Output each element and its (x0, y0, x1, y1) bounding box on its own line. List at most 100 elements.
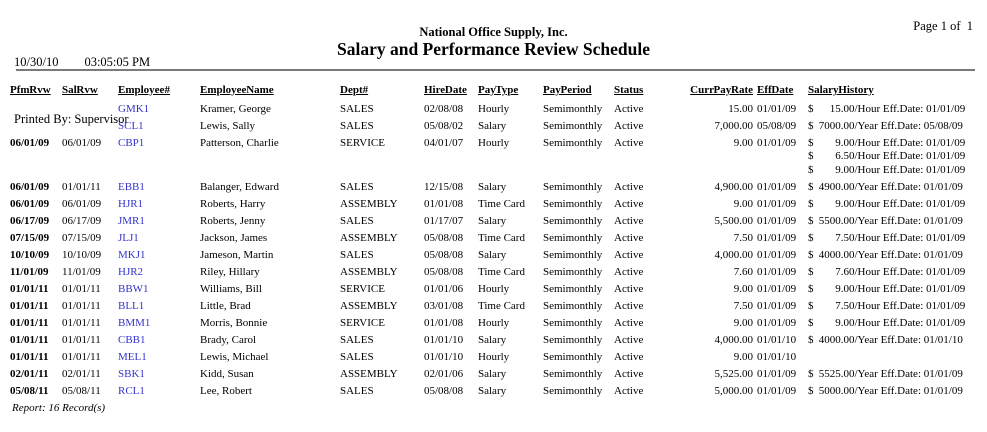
employee-id-link[interactable]: JLJ1 (118, 231, 139, 244)
pfm-review-date: 10/10/09 (10, 248, 50, 261)
hire-date: 01/01/06 (424, 282, 464, 295)
printed-by: Printed By: Supervisor (14, 110, 150, 129)
employee-id-link[interactable]: HJR2 (118, 265, 144, 278)
table-row: 10/10/09 10/10/09 MKJ1 Jameson, Martin S… (10, 249, 986, 263)
salary-history-entry: $5500.00/Year Eff.Date: 01/01/09 (808, 214, 963, 227)
table-row: 01/01/11 01/01/11 BMM1 Morris, Bonnie SE… (10, 317, 986, 331)
salary-review-date: 01/01/11 (62, 180, 101, 193)
employee-id-link[interactable]: CBP1 (118, 136, 145, 149)
employee-id-link[interactable]: JMR1 (118, 214, 145, 227)
header-dept: Dept# (340, 84, 369, 96)
pay-type: Salary (478, 248, 507, 261)
effective-date: 01/01/09 (757, 299, 797, 312)
employee-id-link[interactable]: SCL1 (118, 119, 144, 132)
current-pay-rate: 4,900.00 (714, 180, 754, 193)
pfm-review-date: 06/01/09 (10, 197, 50, 210)
employee-id-link[interactable]: HJR1 (118, 197, 144, 210)
pfm-review-date: 07/15/09 (10, 231, 50, 244)
table-row: 06/01/09 06/01/09 CBP1 Patterson, Charli… (10, 137, 986, 178)
department: SALES (340, 350, 374, 363)
salary-review-date: 05/08/11 (62, 384, 101, 397)
current-pay-rate: 5,525.00 (714, 367, 754, 380)
pay-type: Salary (478, 214, 507, 227)
table-row: 01/01/11 01/01/11 BLL1 Little, Brad ASSE… (10, 300, 986, 314)
department: ASSEMBLY (340, 265, 398, 278)
salary-history: $9.00/Hour Eff.Date: 01/01/09 (808, 283, 986, 297)
current-pay-rate: 4,000.00 (714, 333, 754, 346)
effective-date: 01/01/09 (757, 316, 797, 329)
header-hire-date: Hire Date (424, 84, 467, 96)
salary-history-entry: $5525.00/Year Eff.Date: 01/01/09 (808, 367, 963, 380)
employee-id-link[interactable]: CBB1 (118, 333, 146, 346)
employee-id-link[interactable]: RCL1 (118, 384, 145, 397)
hire-date: 04/01/07 (424, 136, 464, 149)
department: ASSEMBLY (340, 197, 398, 210)
hire-date: 05/08/08 (424, 384, 464, 397)
department: SALES (340, 102, 374, 115)
pay-type: Salary (478, 119, 507, 132)
employee-id-link[interactable]: BLL1 (118, 299, 145, 312)
pay-period: Semimonthly (543, 265, 603, 278)
current-pay-rate: 7,000.00 (714, 119, 754, 132)
employee-name: Lewis, Michael (200, 350, 269, 363)
hire-date: 12/15/08 (424, 180, 464, 193)
table-body: GMK1 Kramer, George SALES 02/08/08 Hourl… (10, 103, 986, 399)
pay-period: Semimonthly (543, 384, 603, 397)
header-divider (16, 69, 975, 71)
table-row: 02/01/11 02/01/11 SBK1 Kidd, Susan ASSEM… (10, 368, 986, 382)
header-curr-pay-rate: Curr Pay Rate (690, 84, 753, 96)
hire-date: 01/01/10 (424, 350, 464, 363)
employee-id-link[interactable]: MKJ1 (118, 248, 146, 261)
employee-id-link[interactable]: EBB1 (118, 180, 145, 193)
salary-review-date: 07/15/09 (62, 231, 102, 244)
effective-date: 01/01/10 (757, 350, 797, 363)
header-pay-type: Pay Type (478, 84, 519, 96)
table-row: 06/01/09 01/01/11 EBB1 Balanger, Edward … (10, 181, 986, 195)
salary-history: $5000.00/Year Eff.Date: 01/01/09 (808, 385, 986, 399)
effective-date: 01/01/09 (757, 384, 797, 397)
pay-type: Time Card (478, 231, 525, 244)
employee-id-link[interactable]: GMK1 (118, 102, 150, 115)
header-status: Status (614, 84, 644, 96)
status: Active (614, 367, 644, 380)
pay-period: Semimonthly (543, 333, 603, 346)
hire-date: 05/08/02 (424, 119, 464, 132)
salary-history: $5500.00/Year Eff.Date: 01/01/09 (808, 215, 986, 229)
header-pfm-rvw: Pfm Rvw (10, 84, 51, 96)
salary-review-date: 01/01/11 (62, 333, 101, 346)
review-schedule-table: Pfm Rvw Sal Rvw Employee# Employee Name … (10, 84, 986, 402)
employee-name: Lewis, Sally (200, 119, 255, 132)
salary-history: $4000.00/Year Eff.Date: 01/01/10 (808, 334, 986, 348)
salary-history: $7.50/Hour Eff.Date: 01/01/09 (808, 300, 986, 314)
effective-date: 01/01/09 (757, 265, 797, 278)
pfm-review-date: 01/01/11 (10, 333, 49, 346)
effective-date: 01/01/09 (757, 282, 797, 295)
employee-id-link[interactable]: MEL1 (118, 350, 147, 363)
table-row: 11/01/09 11/01/09 HJR2 Riley, Hillary AS… (10, 266, 986, 280)
salary-history: $5525.00/Year Eff.Date: 01/01/09 (808, 368, 986, 382)
employee-id-link[interactable]: BMM1 (118, 316, 151, 329)
current-pay-rate: 7.50 (733, 299, 753, 312)
salary-review-date: 11/01/09 (62, 265, 101, 278)
table-row: GMK1 Kramer, George SALES 02/08/08 Hourl… (10, 103, 986, 117)
table-row: 01/01/11 01/01/11 MEL1 Lewis, Michael SA… (10, 351, 986, 365)
salary-review-date: 01/01/11 (62, 316, 101, 329)
salary-history-entry: $4000.00/Year Eff.Date: 01/01/09 (808, 248, 963, 261)
hire-date: 02/08/08 (424, 102, 464, 115)
status: Active (614, 282, 644, 295)
pay-type: Hourly (478, 102, 510, 115)
company-name: National Office Supply, Inc. (419, 25, 568, 39)
page-indicator: Page 1 of 1 (913, 19, 973, 33)
current-pay-rate: 9.00 (733, 316, 753, 329)
status: Active (614, 136, 644, 149)
pay-period: Semimonthly (543, 248, 603, 261)
employee-id-link[interactable]: BBW1 (118, 282, 149, 295)
salary-history-entry: $9.00/Hour Eff.Date: 01/01/09 (808, 197, 966, 210)
salary-history: $4000.00/Year Eff.Date: 01/01/09 (808, 249, 986, 263)
pfm-review-date: 01/01/11 (10, 350, 49, 363)
pfm-review-date: 06/17/09 (10, 214, 50, 227)
salary-history-entry: $9.00/Hour Eff.Date: 01/01/09 (808, 136, 966, 149)
employee-id-link[interactable]: SBK1 (118, 367, 145, 380)
salary-history: $9.00/Hour Eff.Date: 01/01/09 $6.50/Hour … (808, 137, 986, 178)
salary-history-entry: $15.00/Hour Eff.Date: 01/01/09 (808, 102, 966, 115)
